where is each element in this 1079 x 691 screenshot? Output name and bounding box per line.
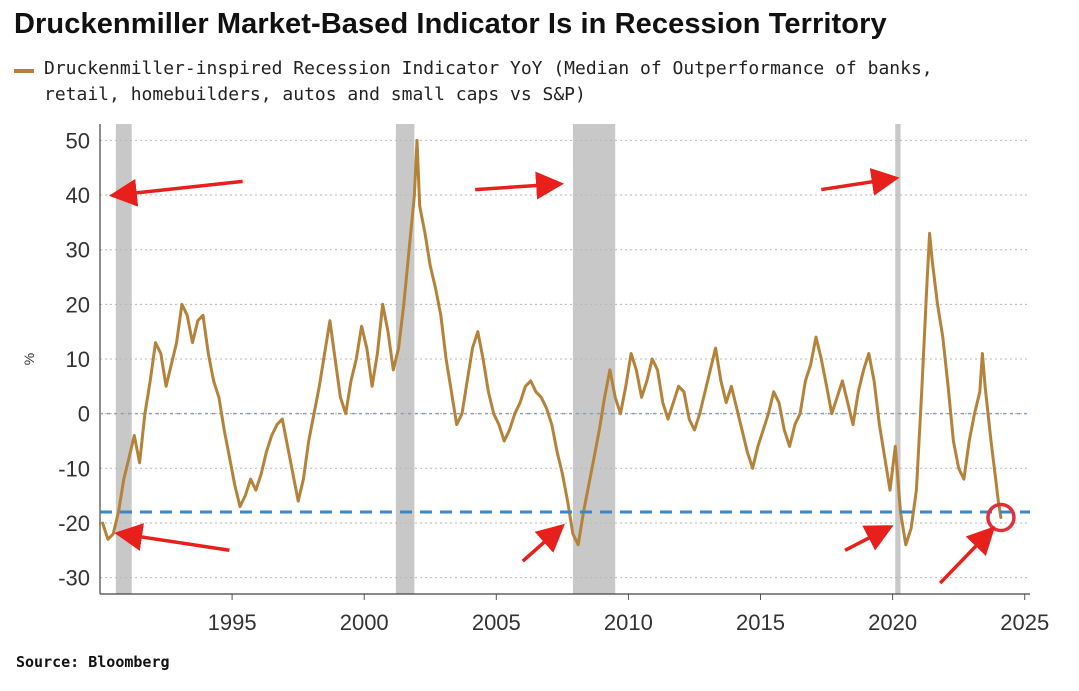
recession-band-3 — [895, 124, 901, 594]
y-tick-label-40: 40 — [66, 183, 90, 208]
y-tick-label--30: -30 — [58, 566, 90, 591]
source-note: Source: Bloomberg — [16, 653, 170, 671]
arrow-0 — [108, 178, 243, 207]
x-tick-label-2015: 2015 — [736, 610, 785, 635]
y-tick-label-50: 50 — [66, 128, 90, 153]
x-tick-label-1995: 1995 — [208, 610, 257, 635]
series-line — [101, 138, 1003, 547]
x-tick-label-2005: 2005 — [472, 610, 521, 635]
x-tick-label-2010: 2010 — [604, 610, 653, 635]
arrow-6 — [938, 526, 996, 585]
y-tick-label-30: 30 — [66, 238, 90, 263]
arrow-5 — [844, 525, 894, 552]
x-tick-label-2025: 2025 — [1000, 610, 1049, 635]
highlight-circle — [986, 502, 1016, 533]
legend-swatch — [14, 69, 34, 73]
y-tick-label--20: -20 — [58, 511, 90, 536]
recession-band-0 — [115, 124, 132, 594]
x-tick-label-2020: 2020 — [868, 610, 917, 635]
chart-title: Druckenmiller Market-Based Indicator Is … — [14, 8, 887, 40]
legend-label: Druckenmiller-inspired Recession Indicat… — [44, 58, 933, 105]
y-tick-label--10: -10 — [58, 456, 90, 481]
y-tick-label-20: 20 — [66, 292, 90, 317]
arrow-3 — [521, 523, 565, 563]
y-tick-label-0: 0 — [78, 402, 90, 427]
arrow-4 — [821, 167, 900, 196]
y-tick-label-10: 10 — [66, 347, 90, 372]
x-tick-label-2000: 2000 — [340, 610, 389, 635]
arrow-1 — [114, 523, 230, 553]
recession-band-2 — [572, 124, 616, 594]
y-axis-label: % — [21, 353, 37, 365]
arrow-2 — [475, 171, 565, 200]
